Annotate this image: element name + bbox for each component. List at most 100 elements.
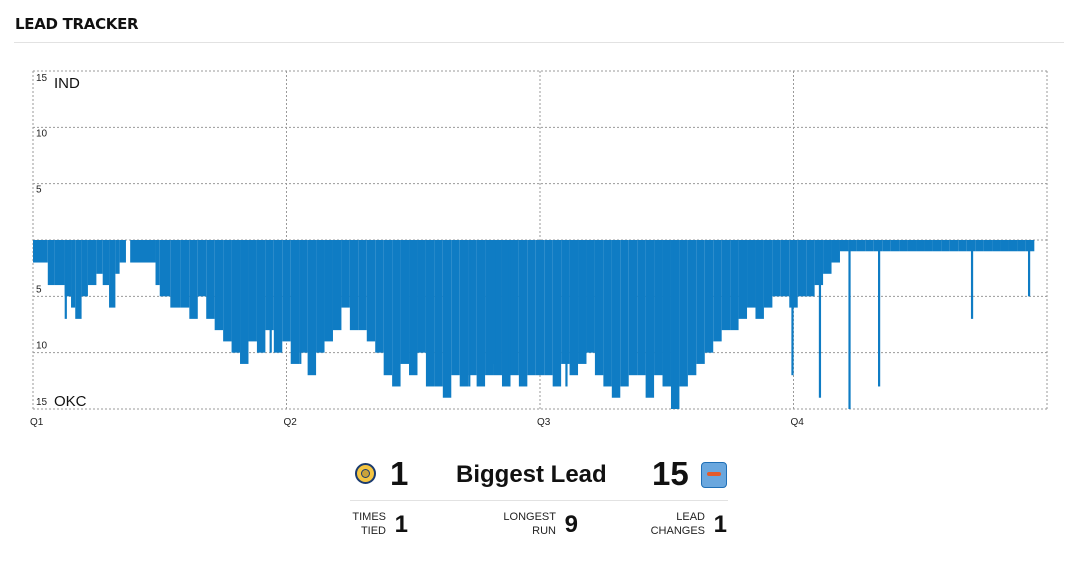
lead-bar — [637, 240, 646, 376]
lead-bar — [1008, 240, 1018, 252]
lead-changes-value: 1 — [713, 511, 727, 538]
lead-bar — [1017, 240, 1026, 252]
lead-bar — [797, 240, 807, 297]
lead-spike — [299, 240, 302, 364]
team-label-bottom: OKC — [54, 393, 87, 410]
lead-bar — [96, 240, 103, 274]
lead-bar — [899, 240, 908, 252]
y-tick-label-bottom: 5 — [36, 284, 42, 295]
team-label-top: IND — [54, 75, 80, 92]
lead-bar — [54, 240, 65, 286]
lead-bar — [907, 240, 917, 252]
lead-bar — [206, 240, 215, 319]
lead-bar — [763, 240, 773, 308]
lead-spike — [970, 240, 974, 319]
lead-bar — [654, 240, 663, 376]
lead-bar — [975, 240, 984, 252]
lead-bar — [400, 240, 410, 364]
x-tick-label: Q4 — [791, 417, 805, 428]
x-tick-label: Q2 — [284, 417, 298, 428]
lead-bar — [983, 240, 993, 252]
lead-bar — [358, 240, 367, 331]
lead-changes-stat: LEAD CHANGES 1 — [650, 508, 727, 542]
lead-bar — [941, 240, 950, 252]
lead-spike — [818, 240, 822, 398]
lead-bar — [231, 240, 241, 353]
lead-bar — [628, 240, 638, 376]
lead-bar — [662, 240, 671, 387]
y-tick-label-bottom: 15 — [36, 397, 48, 408]
times-tied-value: 1 — [394, 511, 408, 538]
lead-bar — [721, 240, 731, 331]
lead-bar — [916, 240, 925, 252]
lead-bar — [109, 240, 116, 308]
lead-spike — [565, 240, 568, 387]
lead-bar — [747, 240, 756, 308]
lead-bar — [189, 240, 198, 319]
lead-bar — [949, 240, 959, 252]
lead-bar — [518, 240, 528, 387]
lead-bar — [119, 240, 126, 263]
page-title: LEAD TRACKER — [15, 15, 139, 33]
lead-bar — [772, 240, 781, 297]
lead-bar — [451, 240, 460, 376]
lead-tracker-chart: 15 10 5 5 10 15 IND OKC Q1 Q2 Q3 Q4 — [30, 70, 1048, 428]
lead-bar — [645, 240, 655, 398]
lead-bar — [611, 240, 621, 398]
lead-bar — [214, 240, 224, 331]
lead-changes-label: LEAD CHANGES — [650, 511, 705, 537]
lead-bar — [696, 240, 705, 364]
lead-bar — [102, 240, 110, 286]
lead-bar — [687, 240, 697, 376]
lead-bar — [890, 240, 900, 252]
lead-spike — [848, 240, 851, 409]
longest-run-stat: LONGEST RUN 9 — [500, 508, 578, 542]
lead-bar — [392, 240, 401, 387]
lead-bar — [115, 240, 120, 274]
lead-bar — [75, 240, 82, 319]
lead-bar — [442, 240, 452, 398]
lead-bar — [501, 240, 511, 387]
lead-spike — [878, 240, 881, 387]
lead-spike — [1027, 240, 1031, 297]
lead-bar — [856, 240, 866, 252]
lead-bar — [510, 240, 519, 376]
lead-bar — [713, 240, 722, 342]
lead-bar — [485, 240, 494, 376]
lead-bar — [865, 240, 874, 252]
lead-bar — [670, 240, 680, 409]
lead-bar — [425, 240, 435, 387]
lead-bar — [299, 240, 308, 353]
lead-bar — [180, 240, 190, 308]
lead-bar — [324, 240, 333, 342]
left-team-biggest-lead: 1 — [390, 455, 409, 492]
lead-bar — [316, 240, 325, 353]
lead-bar — [992, 240, 1001, 252]
lead-bar — [248, 240, 257, 342]
right-team-biggest-lead: 15 — [652, 455, 689, 492]
lead-spike — [611, 240, 615, 387]
lead-bar — [966, 240, 976, 252]
lead-spike — [269, 240, 272, 353]
lead-bar — [679, 240, 688, 387]
lead-bar — [932, 240, 942, 252]
lead-spike — [791, 240, 794, 376]
lead-bar — [349, 240, 359, 331]
section-header: LEAD TRACKER — [14, 14, 1064, 43]
lead-bar — [71, 240, 76, 308]
lead-bar — [290, 240, 300, 364]
lead-bar — [839, 240, 849, 252]
lead-spike — [508, 240, 511, 387]
lead-bar — [332, 240, 342, 331]
lead-bar — [755, 240, 764, 319]
times-tied-label: TIMES TIED — [352, 511, 386, 537]
lead-spike — [64, 240, 67, 319]
lead-bar — [130, 240, 156, 263]
lead-bar — [375, 240, 384, 353]
lead-bar — [882, 240, 891, 252]
pacers-logo-icon — [355, 463, 376, 484]
lead-bar — [780, 240, 790, 297]
x-tick-label: Q3 — [537, 417, 551, 428]
lead-bar — [87, 240, 97, 286]
lead-bar — [848, 240, 857, 252]
